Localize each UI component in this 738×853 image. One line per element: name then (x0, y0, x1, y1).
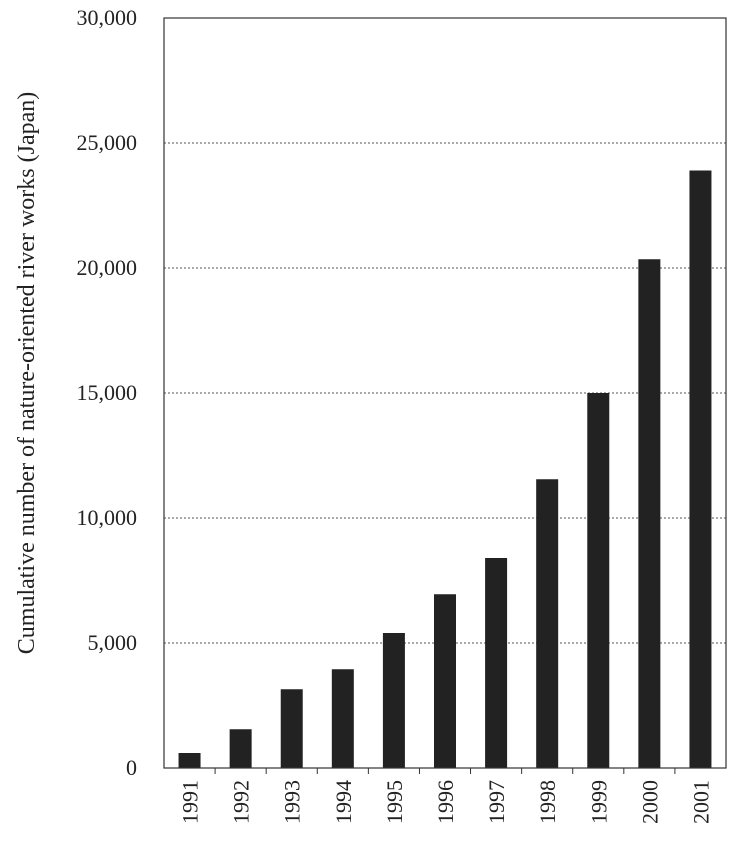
x-tick-label-1996: 1996 (433, 780, 458, 824)
bars (178, 170, 712, 768)
bar-2001 (689, 170, 712, 768)
bar-1991 (178, 753, 201, 768)
bar-1996 (434, 594, 456, 768)
x-tick-label-1993: 1993 (280, 780, 305, 824)
x-tick-label-1991: 1991 (178, 780, 203, 824)
bar-1997 (485, 558, 508, 768)
x-tick-label-1995: 1995 (382, 780, 407, 824)
y-tick-label-10,000: 10,000 (77, 505, 138, 530)
x-tick-label-2000: 2000 (637, 780, 662, 824)
bar-2000 (638, 259, 661, 768)
bar-1998 (536, 479, 559, 768)
y-tick-label-0: 0 (126, 755, 137, 780)
y-tick-label-25,000: 25,000 (77, 130, 138, 155)
y-tick-label-15,000: 15,000 (77, 380, 138, 405)
x-tick-label-1994: 1994 (331, 780, 356, 824)
y-tick-label-5,000: 5,000 (88, 630, 138, 655)
bar-1999 (587, 393, 610, 768)
y-axis-ticks: 0 5,000 10,000 15,000 20,000 25,000 30,000 (77, 5, 138, 780)
bar-1995 (382, 633, 405, 768)
bar-1992 (229, 729, 252, 768)
x-axis-ticks: 1991 1992 1993 1994 1995 1996 1997 1998 1999 2000… (178, 768, 713, 824)
y-tick-label-30,000: 30,000 (77, 5, 138, 30)
x-tick-label-1997: 1997 (484, 780, 509, 824)
x-tick-label-1999: 1999 (586, 780, 611, 824)
x-tick-label-1998: 1998 (535, 780, 560, 824)
bar-1994 (331, 669, 354, 768)
plot-frame (163, 17, 727, 769)
y-axis-title: Cumulative number of nature-oriented riv… (14, 92, 40, 654)
x-tick-label-2001: 2001 (688, 780, 713, 824)
gridlines (164, 142, 726, 644)
y-tick-label-20,000: 20,000 (77, 255, 138, 280)
x-tick-label-1992: 1992 (229, 780, 254, 824)
bar-1993 (280, 689, 303, 768)
